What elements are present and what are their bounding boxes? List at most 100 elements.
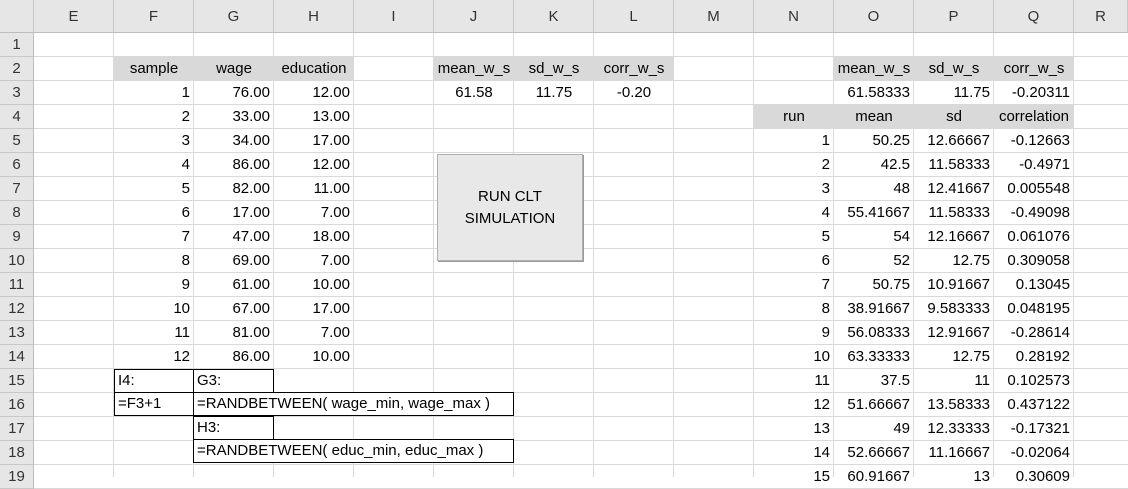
row-header-14[interactable]: 14 — [0, 345, 34, 369]
mean-cell[interactable]: 42.5 — [880, 156, 910, 173]
sd-cell[interactable]: 12.91667 — [927, 324, 990, 341]
correlation-cell[interactable]: 0.048195 — [1007, 300, 1070, 317]
stat-header-right[interactable]: mean_w_s — [834, 57, 914, 80]
stat-header-right[interactable]: corr_w_s — [994, 57, 1074, 80]
row-header-11[interactable]: 11 — [0, 273, 34, 297]
run-cell[interactable]: 5 — [821, 228, 830, 245]
sd-cell[interactable]: 12.75 — [952, 348, 990, 365]
sd-cell[interactable]: 11.58333 — [928, 204, 990, 221]
column-header-k[interactable]: K — [514, 0, 594, 33]
run-cell[interactable]: 6 — [821, 252, 830, 269]
mean-cell[interactable]: 50.25 — [872, 132, 910, 149]
education-cell[interactable]: 7.00 — [320, 324, 350, 341]
row-header-12[interactable]: 12 — [0, 297, 34, 321]
stat-header-mid[interactable]: sd_w_s — [514, 57, 594, 80]
sample-cell[interactable]: 10 — [173, 300, 190, 317]
sample-cell[interactable]: 3 — [181, 132, 190, 149]
education-cell[interactable]: 11.00 — [313, 180, 350, 197]
education-cell[interactable]: 10.00 — [312, 348, 350, 365]
column-header-g[interactable]: G — [194, 0, 274, 33]
row-header-18[interactable]: 18 — [0, 441, 34, 465]
sample-cell[interactable]: 11 — [174, 324, 190, 341]
sample-cell[interactable]: 2 — [181, 108, 190, 125]
stat-value-mid[interactable]: 11.75 — [535, 84, 573, 101]
row-header-10[interactable]: 10 — [0, 249, 34, 273]
sd-cell[interactable]: 11.16667 — [928, 444, 990, 461]
sd-cell[interactable]: 12.66667 — [927, 132, 990, 149]
wage-cell[interactable]: 33.00 — [232, 108, 270, 125]
sample-cell[interactable]: 6 — [181, 204, 190, 221]
correlation-cell[interactable]: 0.437122 — [1007, 396, 1070, 413]
header-sample[interactable]: sample — [114, 57, 194, 80]
row-header-17[interactable]: 17 — [0, 417, 34, 441]
header-education[interactable]: education — [274, 57, 354, 80]
stat-value-right[interactable]: 11.75 — [953, 84, 990, 101]
correlation-cell[interactable]: -0.17321 — [1010, 420, 1070, 437]
wage-cell[interactable]: 69.00 — [232, 252, 270, 269]
mean-cell[interactable]: 37.5 — [880, 372, 910, 389]
mean-cell[interactable]: 50.75 — [872, 276, 910, 293]
run-cell[interactable]: 2 — [821, 156, 830, 173]
mean-cell[interactable]: 48 — [893, 180, 910, 197]
row-header-9[interactable]: 9 — [0, 225, 34, 249]
column-header-q[interactable]: Q — [994, 0, 1074, 33]
sd-cell[interactable]: 9.583333 — [927, 300, 990, 317]
stat-header-right[interactable]: sd_w_s — [914, 57, 994, 80]
correlation-cell[interactable]: -0.4971 — [1019, 156, 1070, 173]
correlation-cell[interactable]: 0.061076 — [1007, 228, 1070, 245]
mean-cell[interactable]: 38.91667 — [847, 300, 910, 317]
row-header-2[interactable]: 2 — [0, 57, 34, 81]
education-cell[interactable]: 7.00 — [320, 204, 350, 221]
row-header-13[interactable]: 13 — [0, 321, 34, 345]
run-clt-simulation-button[interactable]: RUN CLT SIMULATION — [437, 154, 583, 261]
header-correlation[interactable]: correlation — [994, 105, 1074, 128]
education-cell[interactable]: 10.00 — [312, 276, 350, 293]
education-cell[interactable]: 17.00 — [312, 300, 350, 317]
education-cell[interactable]: 12.00 — [312, 84, 350, 101]
mean-cell[interactable]: 54 — [893, 228, 910, 245]
mean-cell[interactable]: 52.66667 — [847, 444, 910, 461]
education-cell[interactable]: 12.00 — [312, 156, 350, 173]
sd-cell[interactable]: 13.58333 — [927, 396, 990, 413]
stat-header-mid[interactable]: corr_w_s — [594, 57, 674, 80]
sd-cell[interactable]: 11.58333 — [928, 156, 990, 173]
wage-cell[interactable]: 82.00 — [232, 180, 270, 197]
column-header-i[interactable]: I — [354, 0, 434, 33]
stat-value-right[interactable]: 61.58333 — [847, 84, 910, 101]
row-header-1[interactable]: 1 — [0, 33, 34, 57]
mean-cell[interactable]: 51.66667 — [847, 396, 910, 413]
sd-cell[interactable]: 11 — [974, 372, 990, 389]
mean-cell[interactable]: 52 — [893, 252, 910, 269]
mean-cell[interactable]: 56.08333 — [847, 324, 910, 341]
run-cell[interactable]: 14 — [813, 444, 830, 461]
row-header-19[interactable]: 19 — [0, 465, 34, 489]
wage-cell[interactable]: 67.00 — [232, 300, 270, 317]
header-mean[interactable]: mean — [834, 105, 914, 128]
wage-cell[interactable]: 61.00 — [232, 276, 270, 293]
select-all-corner[interactable] — [0, 0, 34, 33]
run-cell[interactable]: 7 — [821, 276, 830, 293]
sample-cell[interactable]: 1 — [181, 84, 190, 101]
sample-cell[interactable]: 8 — [181, 252, 190, 269]
column-header-j[interactable]: J — [434, 0, 514, 33]
sd-cell[interactable]: 10.91667 — [927, 276, 990, 293]
column-header-l[interactable]: L — [594, 0, 674, 33]
column-header-r[interactable]: R — [1074, 0, 1128, 33]
education-cell[interactable]: 18.00 — [312, 228, 350, 245]
mean-cell[interactable]: 49 — [893, 420, 910, 437]
correlation-cell[interactable]: 0.28192 — [1015, 348, 1070, 365]
row-header-15[interactable]: 15 — [0, 369, 34, 393]
wage-cell[interactable]: 86.00 — [232, 348, 270, 365]
column-header-o[interactable]: O — [834, 0, 914, 33]
column-header-m[interactable]: M — [674, 0, 754, 33]
correlation-cell[interactable]: 0.102573 — [1007, 372, 1070, 389]
wage-cell[interactable]: 17.00 — [232, 204, 270, 221]
sample-cell[interactable]: 12 — [173, 348, 190, 365]
row-header-4[interactable]: 4 — [0, 105, 34, 129]
sd-cell[interactable]: 12.41667 — [927, 180, 990, 197]
stat-value-mid[interactable]: -0.20 — [616, 84, 652, 101]
stat-value-right[interactable]: -0.20311 — [1011, 84, 1070, 101]
correlation-cell[interactable]: -0.28614 — [1010, 324, 1070, 341]
wage-cell[interactable]: 47.00 — [232, 228, 270, 245]
header-wage[interactable]: wage — [194, 57, 274, 80]
